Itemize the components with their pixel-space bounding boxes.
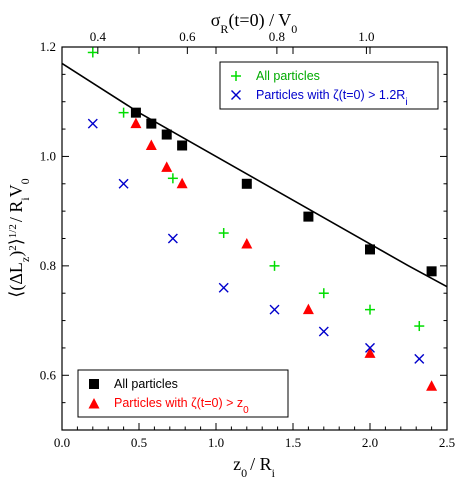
point-plus-4 bbox=[269, 260, 280, 271]
legend-bottom-marker-square bbox=[89, 379, 99, 389]
x-title-sub-i: i bbox=[272, 466, 276, 477]
point-triangle-4 bbox=[241, 237, 253, 249]
point-x-0-b bbox=[87, 118, 98, 129]
x2-title-sub-0: 0 bbox=[291, 22, 297, 36]
legend-top-marker-x bbox=[231, 90, 241, 100]
y-tick-label-3: 1.2 bbox=[40, 39, 56, 54]
point-triangle-5 bbox=[302, 303, 314, 315]
point-x-7-b bbox=[414, 353, 425, 364]
y-tick-label-0: 0.6 bbox=[40, 367, 57, 382]
tick-labels: 0.0 0.5 1.0 1.5 2.0 2.5 0.6 0.8 1.0 1.2 0.4 0.6 0.8 1… bbox=[40, 29, 455, 450]
point-x-6 bbox=[365, 342, 375, 353]
point-x-2-b bbox=[167, 233, 178, 244]
x-tick-label-3: 1.5 bbox=[285, 435, 301, 450]
y-title-sup-2: 2 bbox=[7, 245, 19, 251]
legend-top-marker-x-b bbox=[231, 90, 241, 100]
legend-bottom-sub-0: 0 bbox=[243, 405, 249, 416]
x2-title-sub-r: R bbox=[220, 22, 228, 36]
point-square-6 bbox=[365, 244, 375, 255]
x-tick-label-0: 0.0 bbox=[54, 435, 70, 450]
y-title-v: V bbox=[6, 184, 26, 197]
x2-tick-label-2: 0.8 bbox=[269, 29, 285, 44]
point-triangle-3 bbox=[176, 177, 188, 189]
point-square-5 bbox=[303, 211, 314, 222]
point-square-1 bbox=[146, 118, 157, 129]
point-triangle-2 bbox=[161, 161, 173, 172]
x-tick-label-4: 2.0 bbox=[362, 435, 378, 450]
y-tick-label-2: 1.0 bbox=[40, 148, 56, 163]
axis-ticks bbox=[61, 46, 448, 431]
x-tick-label-5: 2.5 bbox=[439, 435, 455, 450]
point-triangle-6 bbox=[364, 347, 376, 358]
point-square-7 bbox=[426, 266, 437, 277]
fit-curve bbox=[61, 62, 448, 288]
point-x-2 bbox=[167, 233, 178, 244]
x-tick-label-2: 1.0 bbox=[208, 435, 224, 450]
x2-tick-label-1: 0.6 bbox=[179, 29, 196, 44]
legend-top-box bbox=[219, 61, 439, 110]
legend-top-sub-i: i bbox=[405, 97, 407, 108]
x2-title-mid: (t=0) / V bbox=[228, 10, 291, 31]
point-x-4 bbox=[269, 304, 280, 315]
y-title-sub-z: z bbox=[18, 257, 32, 262]
point-triangle-1 bbox=[145, 139, 157, 150]
point-plus-5 bbox=[318, 288, 329, 299]
point-x-1 bbox=[118, 178, 129, 189]
legend-bottom-box bbox=[77, 369, 289, 418]
legend-top-marker-plus bbox=[231, 71, 241, 81]
x2-tick-label-0: 0.4 bbox=[90, 29, 107, 44]
x-title-sub-0: 0 bbox=[241, 466, 247, 477]
point-square-0 bbox=[130, 107, 141, 118]
point-x-6-b bbox=[365, 342, 375, 353]
point-triangle-7 bbox=[426, 380, 438, 391]
y-title-div: / R bbox=[6, 201, 26, 223]
legend-bottom-marker-triangle bbox=[88, 398, 100, 409]
point-x-3-b bbox=[218, 282, 229, 293]
point-plus-6 bbox=[365, 304, 375, 315]
y-title-sub-0: 0 bbox=[18, 178, 32, 184]
data-marks bbox=[87, 47, 438, 391]
point-triangle-0 bbox=[130, 117, 142, 129]
point-x-4-b bbox=[269, 304, 280, 315]
x-tick-label-1: 0.5 bbox=[131, 435, 147, 450]
point-x-5-b bbox=[318, 326, 329, 337]
point-square-2 bbox=[161, 129, 172, 140]
point-plus-1 bbox=[118, 107, 129, 118]
point-plus-7 bbox=[414, 321, 425, 332]
point-x-7 bbox=[414, 353, 425, 364]
point-x-1-b bbox=[118, 178, 129, 189]
y-title-close: ⟩ bbox=[6, 238, 26, 245]
legend-top: All particles Particles with ζ(t=0) > 1.… bbox=[219, 61, 439, 110]
x2-tick-label-3: 1.0 bbox=[358, 29, 374, 44]
y-title-sub-i: i bbox=[18, 197, 32, 201]
point-x-5 bbox=[318, 326, 329, 337]
point-square-4 bbox=[241, 178, 252, 189]
x-title-slash: / R bbox=[250, 454, 272, 474]
point-x-0 bbox=[87, 118, 98, 129]
y-axis-title: ⟨(ΔLz)2⟩1/2/ RiV0 bbox=[6, 178, 32, 297]
point-x-3 bbox=[218, 282, 229, 293]
point-plus-3 bbox=[218, 228, 229, 239]
legend-bottom: All particles Particles with ζ(t=0) > z0 bbox=[77, 369, 289, 418]
x-axis-title: z0/ Ri bbox=[233, 454, 276, 477]
legend-bottom-label-0: All particles bbox=[114, 377, 178, 391]
y-tick-label-1: 0.8 bbox=[40, 258, 56, 273]
legend-top-markers bbox=[231, 71, 241, 100]
y-title-sq: ) bbox=[6, 251, 27, 257]
point-plus-2 bbox=[167, 173, 178, 184]
y-title-sup-half: 1/2 bbox=[7, 224, 19, 238]
point-plus-0 bbox=[87, 47, 98, 58]
legend-top-label-0: All particles bbox=[256, 69, 320, 83]
legend-bottom-markers bbox=[88, 379, 100, 409]
point-square-3 bbox=[177, 140, 188, 151]
fit-curve-layer bbox=[61, 62, 448, 288]
